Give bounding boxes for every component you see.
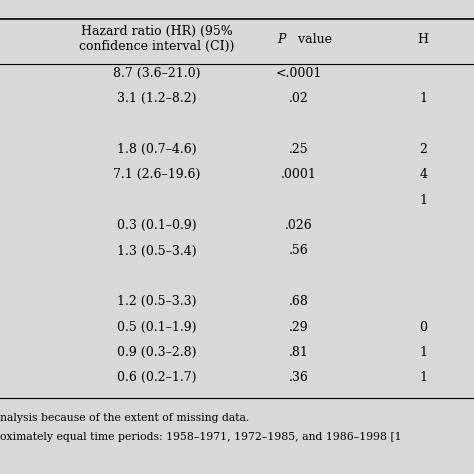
Text: 4: 4 xyxy=(419,168,428,182)
Text: 0.5 (0.1–1.9): 0.5 (0.1–1.9) xyxy=(117,320,196,334)
Text: 7.1 (2.6–19.6): 7.1 (2.6–19.6) xyxy=(113,168,200,182)
Text: 0: 0 xyxy=(419,320,428,334)
Text: P: P xyxy=(277,33,286,46)
Text: .0001: .0001 xyxy=(281,168,317,182)
Text: 0.9 (0.3–2.8): 0.9 (0.3–2.8) xyxy=(117,346,196,359)
Text: oximately equal time periods: 1958–1971, 1972–1985, and 1986–1998 [1: oximately equal time periods: 1958–1971,… xyxy=(0,432,401,442)
Text: nalysis because of the extent of missing data.: nalysis because of the extent of missing… xyxy=(0,413,249,423)
Text: .68: .68 xyxy=(289,295,309,308)
Text: 8.7 (3.6–21.0): 8.7 (3.6–21.0) xyxy=(113,67,200,80)
Text: 0.6 (0.2–1.7): 0.6 (0.2–1.7) xyxy=(117,371,196,384)
Text: <.0001: <.0001 xyxy=(275,67,322,80)
Text: 1.8 (0.7–4.6): 1.8 (0.7–4.6) xyxy=(117,143,196,156)
Text: .02: .02 xyxy=(289,92,309,105)
Text: 1: 1 xyxy=(419,194,428,207)
Text: value: value xyxy=(294,33,332,46)
Text: .29: .29 xyxy=(289,320,309,334)
Text: 1.3 (0.5–3.4): 1.3 (0.5–3.4) xyxy=(117,245,196,257)
Text: .026: .026 xyxy=(285,219,312,232)
Text: Hazard ratio (HR) (95%
confidence interval (CI)): Hazard ratio (HR) (95% confidence interv… xyxy=(79,25,234,53)
Text: .56: .56 xyxy=(289,245,309,257)
Text: H: H xyxy=(417,33,428,46)
Text: .36: .36 xyxy=(289,371,309,384)
Text: 1: 1 xyxy=(419,92,428,105)
Text: 3.1 (1.2–8.2): 3.1 (1.2–8.2) xyxy=(117,92,196,105)
Text: 1: 1 xyxy=(419,346,428,359)
Text: 0.3 (0.1–0.9): 0.3 (0.1–0.9) xyxy=(117,219,196,232)
Text: 1.2 (0.5–3.3): 1.2 (0.5–3.3) xyxy=(117,295,196,308)
Text: 1: 1 xyxy=(419,371,428,384)
Text: .81: .81 xyxy=(289,346,309,359)
Text: .25: .25 xyxy=(289,143,309,156)
Text: 2: 2 xyxy=(419,143,428,156)
